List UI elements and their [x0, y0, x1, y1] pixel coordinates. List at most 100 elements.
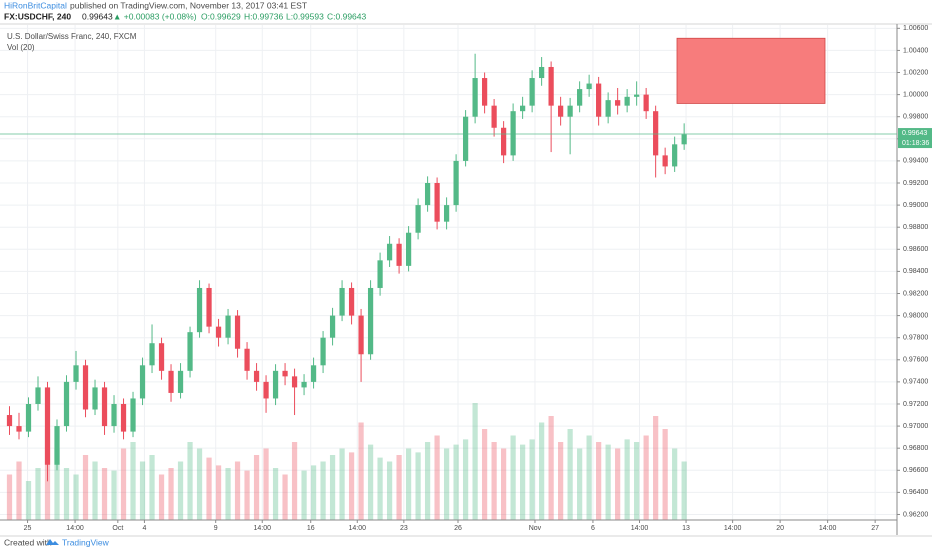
candle-body: [253, 370, 260, 382]
y-tick-label: 0.97200: [903, 401, 928, 408]
volume-bar: [168, 468, 174, 520]
candle-body: [111, 403, 117, 427]
zone: [676, 37, 826, 104]
volume-bar: [548, 416, 554, 520]
volume-bar: [225, 468, 231, 520]
volume: [6, 403, 687, 520]
candle-body: [405, 232, 412, 266]
candle-body: [472, 78, 478, 117]
volume-bar: [615, 448, 621, 520]
x-tick-label: 9: [214, 525, 218, 532]
x-tick-label: Nov: [529, 525, 542, 532]
volume-bar: [339, 448, 345, 520]
x-tick-label: 20: [776, 525, 784, 532]
y-tick-label: 0.97800: [903, 335, 928, 342]
candle-body: [301, 381, 307, 388]
volume-bar: [54, 448, 60, 520]
candle-body: [415, 205, 421, 233]
candle-body: [272, 370, 279, 399]
volume-bar: [481, 429, 488, 520]
candle-body: [329, 315, 336, 338]
last-value: 0.99643: [82, 11, 113, 21]
volume-bar: [253, 455, 260, 520]
candle-body: [196, 287, 203, 333]
y-tick-label: 0.98200: [903, 290, 928, 297]
x-tick-label: 4: [142, 525, 146, 532]
candle-body: [615, 100, 621, 106]
volume-bar: [605, 444, 611, 520]
chart-title: U.S. Dollar/Swiss Franc, 240, FXCM: [7, 32, 137, 41]
candle-body: [120, 403, 127, 432]
high: H:0.99736: [244, 11, 283, 21]
volume-bar: [6, 474, 13, 520]
candle-body: [339, 287, 345, 316]
candle-body: [244, 348, 250, 371]
volume-bar: [16, 461, 22, 520]
candle-body: [187, 332, 193, 371]
candle-body: [139, 365, 146, 399]
y-tick-label: 1.00200: [903, 69, 928, 76]
y-tick-label: 0.97600: [903, 357, 928, 364]
y-tick-label: 1.00600: [903, 25, 928, 32]
volume-bar: [82, 455, 89, 520]
x-tick-label: 16: [307, 525, 315, 532]
y-tick-label: 0.98600: [903, 246, 928, 253]
x-tick-label: 14:00: [819, 525, 837, 532]
x-tick-label: 14:00: [724, 525, 742, 532]
volume-bar: [196, 448, 203, 520]
candle-body: [291, 376, 298, 388]
volume-bar: [577, 448, 583, 520]
footer-created: Created with: [4, 537, 52, 547]
volume-bar: [149, 455, 155, 520]
volume-bar: [681, 461, 687, 520]
volume-bar: [634, 442, 640, 520]
candle-body: [662, 155, 668, 167]
volume-bar: [310, 465, 317, 520]
candle-body: [310, 365, 317, 382]
candle-body: [168, 370, 174, 393]
volume-label: Vol (20): [7, 43, 35, 52]
candle-body: [558, 105, 564, 117]
y-tick-label: 0.99800: [903, 114, 928, 121]
last-price-box: [898, 128, 932, 149]
volume-bar: [73, 474, 79, 520]
candle-body: [643, 94, 649, 112]
candle-body: [263, 381, 269, 399]
candle-body: [82, 365, 89, 410]
candle-body: [577, 89, 583, 106]
last-price-label: 0.99643: [902, 130, 927, 137]
candle-body: [529, 78, 535, 106]
candle-body: [567, 105, 573, 117]
volume-bar: [120, 448, 127, 520]
y-tick-label: 0.99200: [903, 180, 928, 187]
x-tick-label: Oct: [112, 525, 123, 532]
volume-bar: [358, 422, 364, 520]
candle-body: [101, 387, 108, 427]
volume-bar: [539, 422, 545, 520]
volume-bar: [653, 416, 659, 520]
y-tick-label: 0.99400: [903, 158, 928, 165]
candle-body: [215, 326, 222, 338]
axes: [0, 24, 898, 535]
candle-body: [234, 315, 241, 349]
volume-bar: [472, 403, 478, 520]
volume-bar: [558, 442, 564, 520]
volume-bar: [491, 442, 497, 520]
candle-body: [424, 183, 431, 206]
y-tick-label: 1.00000: [903, 91, 928, 98]
volume-bar: [672, 448, 678, 520]
volume-bar: [567, 429, 573, 520]
volume-bar: [139, 461, 146, 520]
candle-body: [586, 83, 592, 90]
candle-body: [386, 243, 393, 261]
candle-body: [73, 365, 79, 382]
candle-body: [434, 183, 440, 222]
close: C:0.99643: [327, 11, 366, 21]
volume-bar: [405, 448, 412, 520]
candle-body: [672, 144, 678, 167]
y-tick-label: 0.98000: [903, 312, 928, 319]
x-tick-label: 13: [682, 525, 690, 532]
volume-bar: [272, 468, 279, 520]
x-tick-label: 14:00: [349, 525, 367, 532]
candle-body: [35, 387, 41, 404]
